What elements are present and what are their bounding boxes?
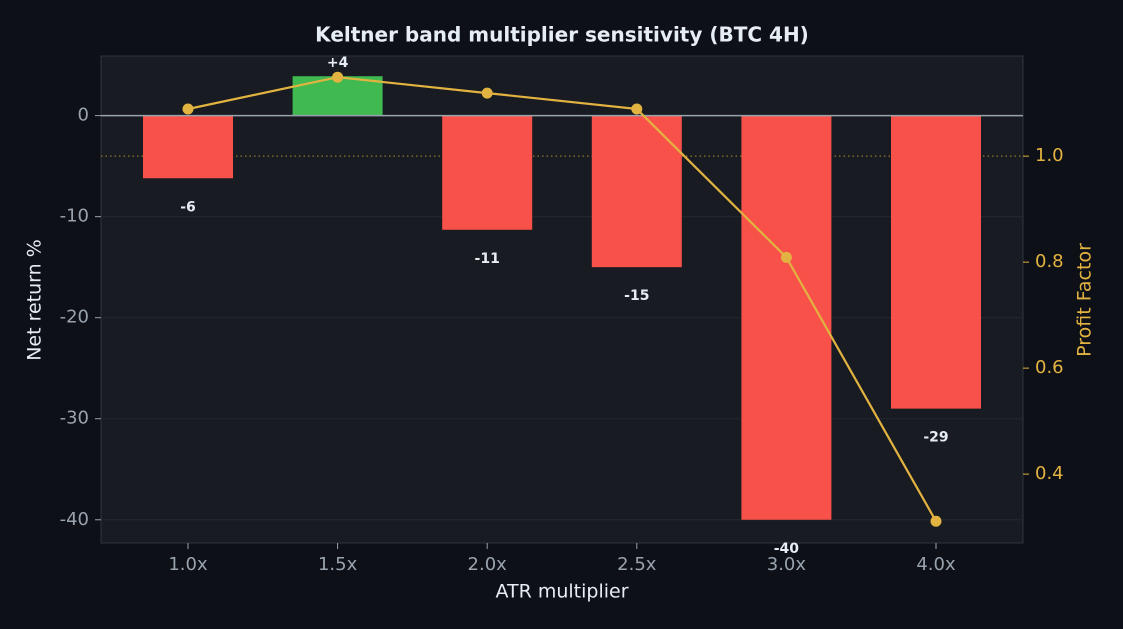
x-tick-label: 1.0x [168,554,208,575]
y2-axis-label: Profit Factor [1074,243,1096,357]
x-tick-label: 3.0x [767,554,807,575]
bar [143,115,233,179]
line-point [332,71,344,83]
y-tick-label: -20 [60,307,89,328]
x-axis-label: ATR multiplier [495,581,628,603]
line-point [481,87,493,99]
x-tick-label: 2.5x [617,554,657,575]
bar [591,115,682,268]
y2-tick-label: 0.6 [1035,357,1064,378]
y-tick-label: 0 [78,105,89,126]
value-label: -15 [624,288,649,304]
value-label: -29 [923,430,948,446]
x-tick-label: 1.5x [318,554,358,575]
value-label: -11 [475,251,500,267]
y2-tick-label: 0.8 [1035,251,1064,272]
line-point [930,515,942,527]
y-tick-label: -10 [60,206,89,227]
y-axis-label: Net return % [24,239,46,361]
chart-title: Keltner band multiplier sensitivity (BTC… [315,23,809,47]
bar [891,115,981,409]
x-tick-label: 2.0x [468,554,508,575]
line-point [780,251,792,263]
y-tick-label: -30 [60,408,89,429]
line [187,76,937,522]
value-label: +4 [327,55,349,71]
value-label: -6 [180,199,196,215]
plot-area [100,55,1024,544]
y-tick-label: -40 [60,509,89,530]
bar [741,115,832,520]
line-point [631,103,643,115]
y2-tick-label: 1.0 [1035,145,1064,166]
line-point [182,103,194,115]
y2-tick-label: 0.4 [1035,463,1064,484]
bar [442,115,533,230]
value-label: -40 [774,541,800,557]
x-tick-label: 4.0x [916,554,956,575]
